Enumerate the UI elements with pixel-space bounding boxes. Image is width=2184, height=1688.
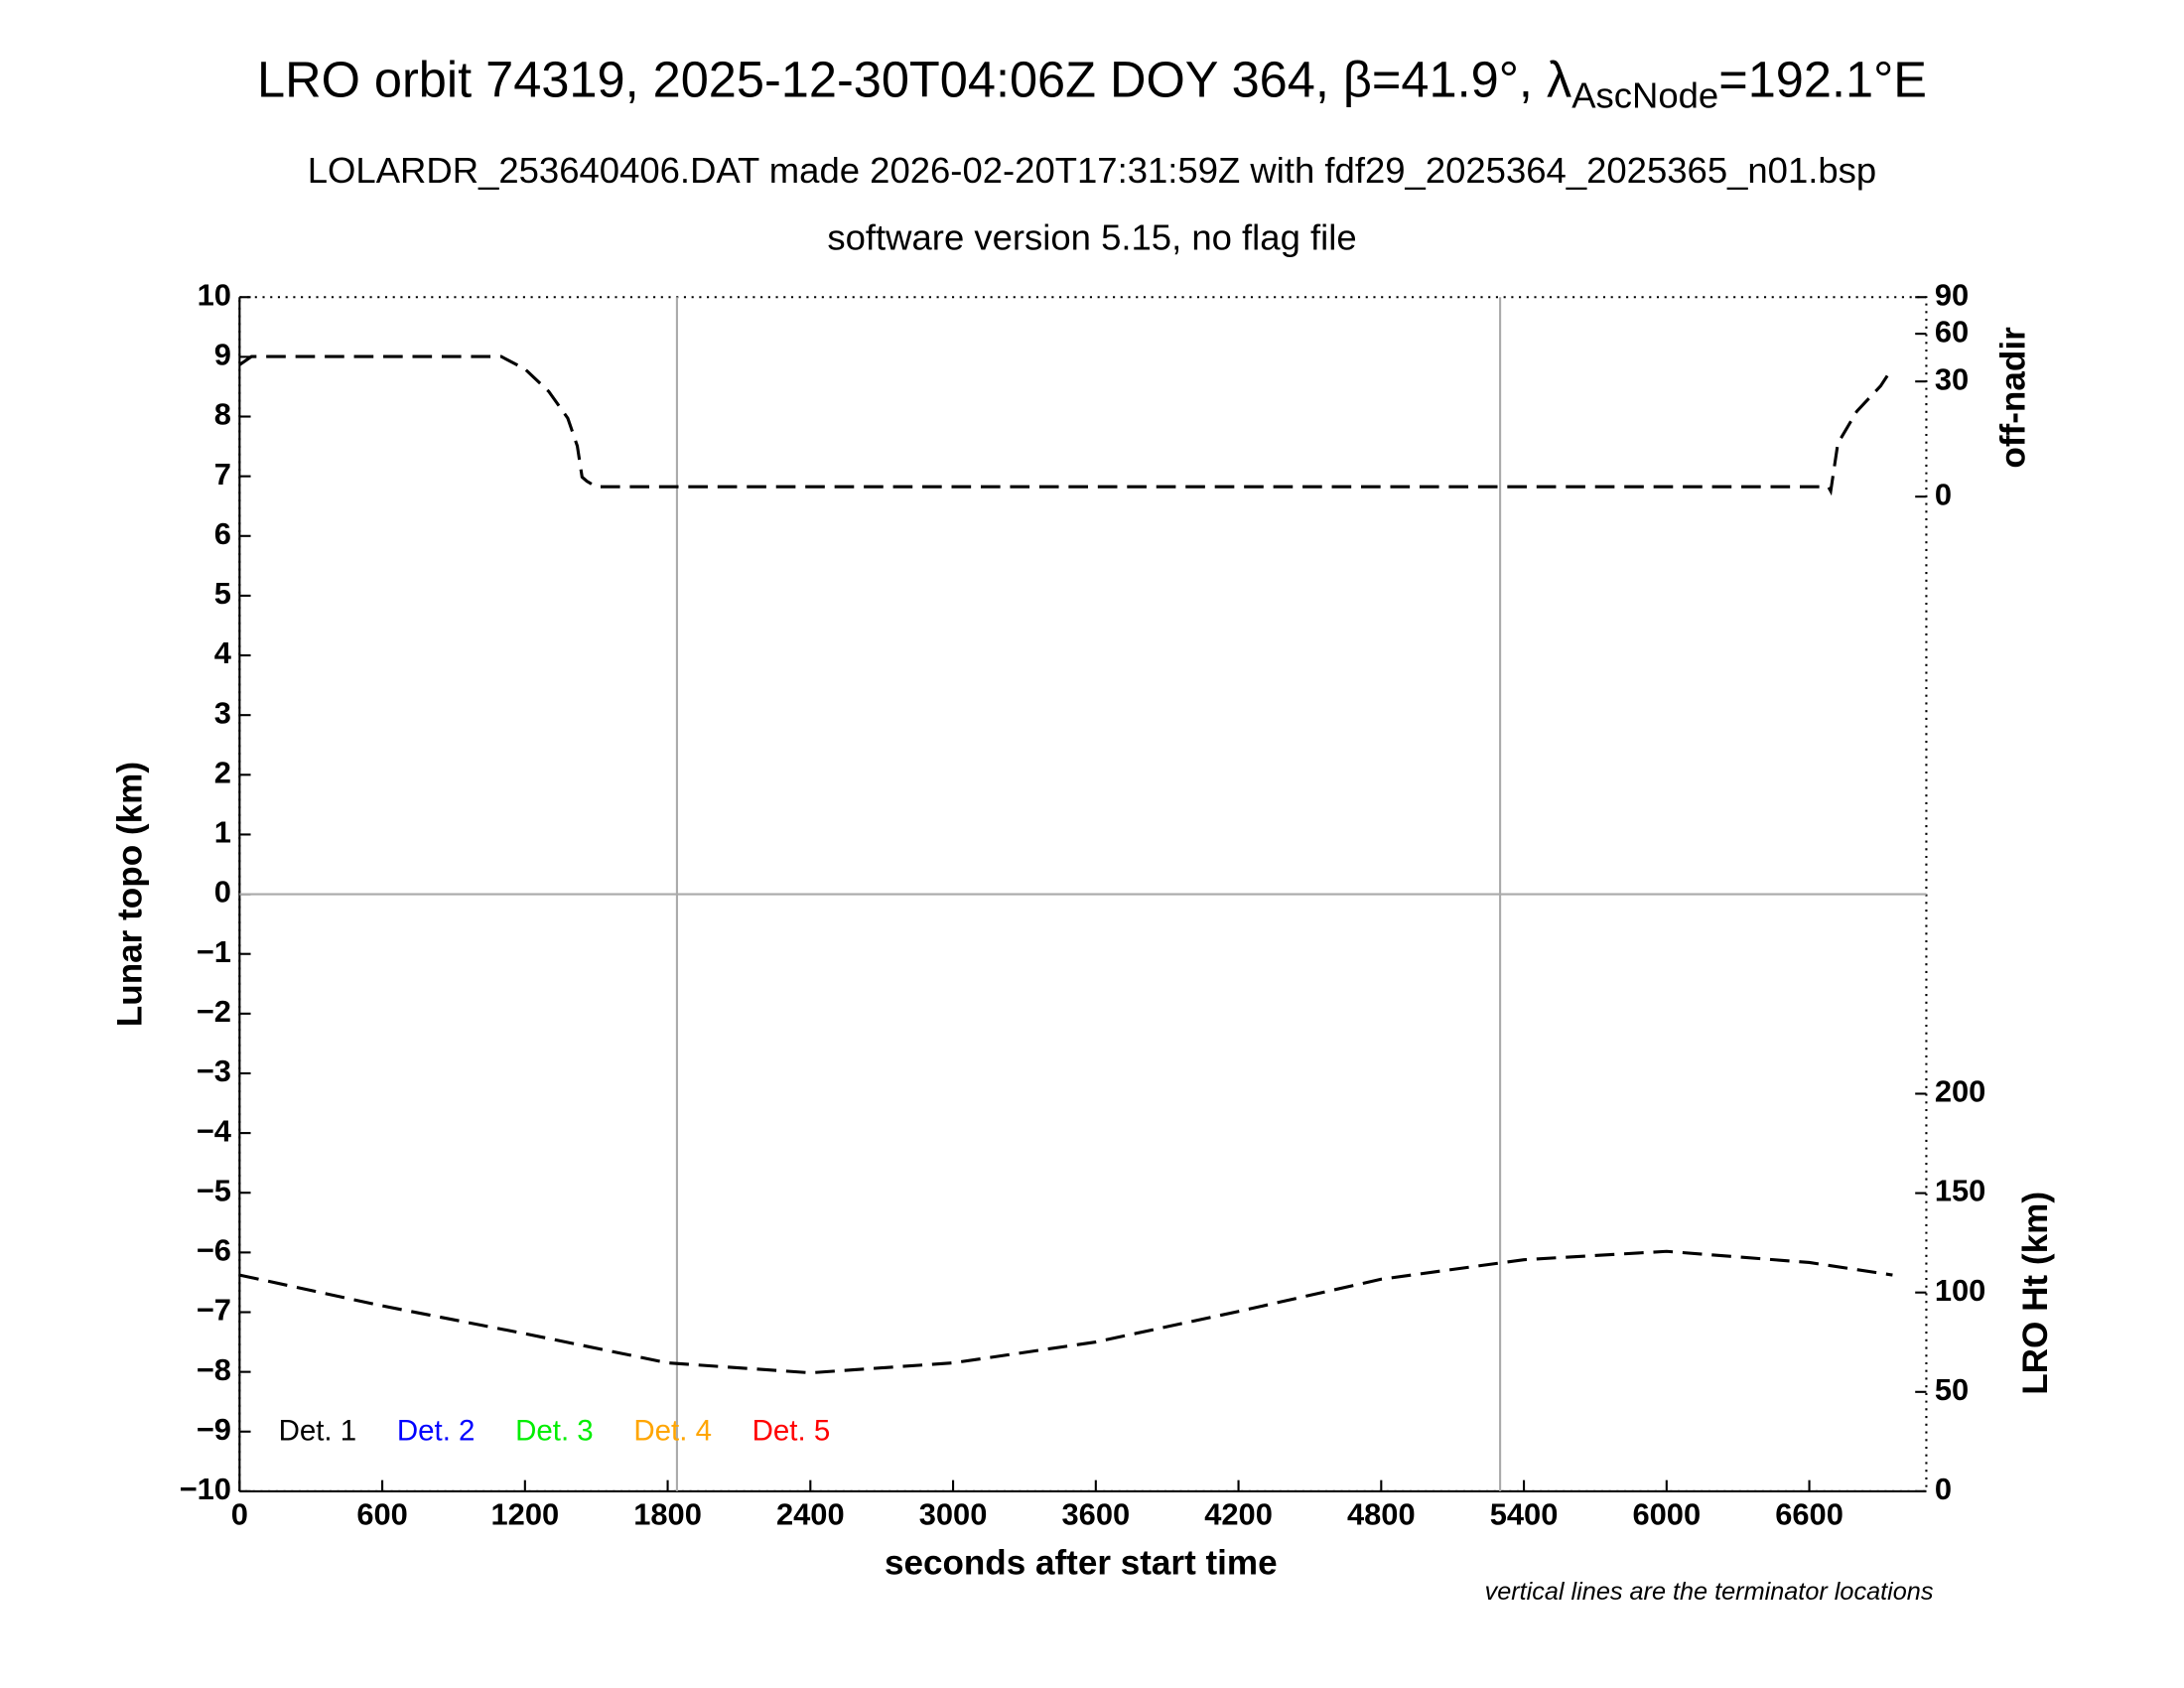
y2ticks-label: 60	[1935, 314, 1969, 349]
title-main: LRO orbit 74319, 2025-12-30T04:06Z DOY 3…	[257, 52, 1571, 108]
y2ticks-label: 90	[1935, 277, 1969, 312]
y-tick-label: 6	[214, 516, 231, 551]
y-tick-label: 7	[214, 457, 231, 492]
y-tick-label: 3	[214, 695, 231, 730]
y-tick-label: 1	[214, 815, 231, 850]
x-axis-label: seconds after start time	[885, 1544, 1278, 1583]
x-tick-label: 600	[356, 1496, 407, 1531]
legend-entry: Det. 5	[752, 1415, 831, 1448]
chart-title: LRO orbit 74319, 2025-12-30T04:06Z DOY 3…	[257, 52, 1927, 115]
y-tick-label: 4	[214, 635, 231, 670]
legend-entry: Det. 2	[397, 1415, 476, 1448]
y-tick-label: −6	[197, 1233, 231, 1268]
legend-entry: Det. 3	[515, 1415, 594, 1448]
y-tick-label: −4	[197, 1113, 231, 1148]
y3-axis-label: LRO Ht (km)	[2016, 1192, 2055, 1395]
y3ticks-label: 0	[1935, 1472, 1952, 1506]
x-tick-label: 4800	[1347, 1496, 1416, 1531]
y-tick-label: −9	[197, 1412, 231, 1447]
y-tick-label: −7	[197, 1293, 231, 1328]
y-tick-label: 10	[198, 277, 231, 312]
y2ticks-label: 30	[1935, 361, 1969, 396]
y-tick-label: −10	[180, 1472, 231, 1506]
y-tick-label: 9	[214, 338, 231, 372]
y-tick-label: 2	[214, 755, 231, 789]
y-tick-label: −5	[197, 1173, 231, 1207]
x-tick-label: 6600	[1775, 1496, 1843, 1531]
legend-entry: Det. 1	[279, 1415, 357, 1448]
subtitle: LOLARDR_253640406.DAT made 2026-02-20T17…	[308, 150, 1876, 191]
y2-axis-label: off-nadir	[1994, 327, 2033, 469]
x-tick-label: 3600	[1061, 1496, 1130, 1531]
y3ticks-label: 100	[1935, 1273, 1985, 1308]
y3ticks-label: 150	[1935, 1174, 1985, 1208]
title-sub: AscNode	[1571, 74, 1718, 115]
note: vertical lines are the terminator locati…	[1485, 1578, 1934, 1606]
subtitle: software version 5.15, no flag file	[827, 216, 1356, 257]
y-tick-label: 0	[214, 875, 231, 910]
y-axis-label: Lunar topo (km)	[111, 762, 150, 1027]
y-tick-label: −8	[197, 1352, 231, 1387]
x-tick-label: 1200	[491, 1496, 560, 1531]
x-tick-label: 1800	[633, 1496, 702, 1531]
y3ticks-label: 200	[1935, 1074, 1985, 1109]
title-end: =192.1°E	[1718, 52, 1927, 108]
series-line	[238, 354, 1894, 496]
x-tick-label: 3000	[919, 1496, 988, 1531]
y-tick-label: 5	[214, 576, 231, 611]
y-tick-label: −2	[197, 994, 231, 1029]
legend-entry: Det. 4	[633, 1415, 712, 1448]
x-tick-label: 5400	[1490, 1496, 1559, 1531]
x-tick-label: 2400	[776, 1496, 845, 1531]
y-tick-label: −3	[197, 1054, 231, 1088]
x-tick-label: 4200	[1204, 1496, 1273, 1531]
y-tick-label: −1	[197, 934, 231, 969]
x-tick-label: 0	[231, 1496, 248, 1531]
y3ticks-label: 50	[1935, 1372, 1969, 1407]
y2ticks-label: 0	[1935, 477, 1952, 511]
x-tick-label: 6000	[1632, 1496, 1701, 1531]
y-tick-label: 8	[214, 397, 231, 432]
series-line	[239, 1249, 1893, 1375]
